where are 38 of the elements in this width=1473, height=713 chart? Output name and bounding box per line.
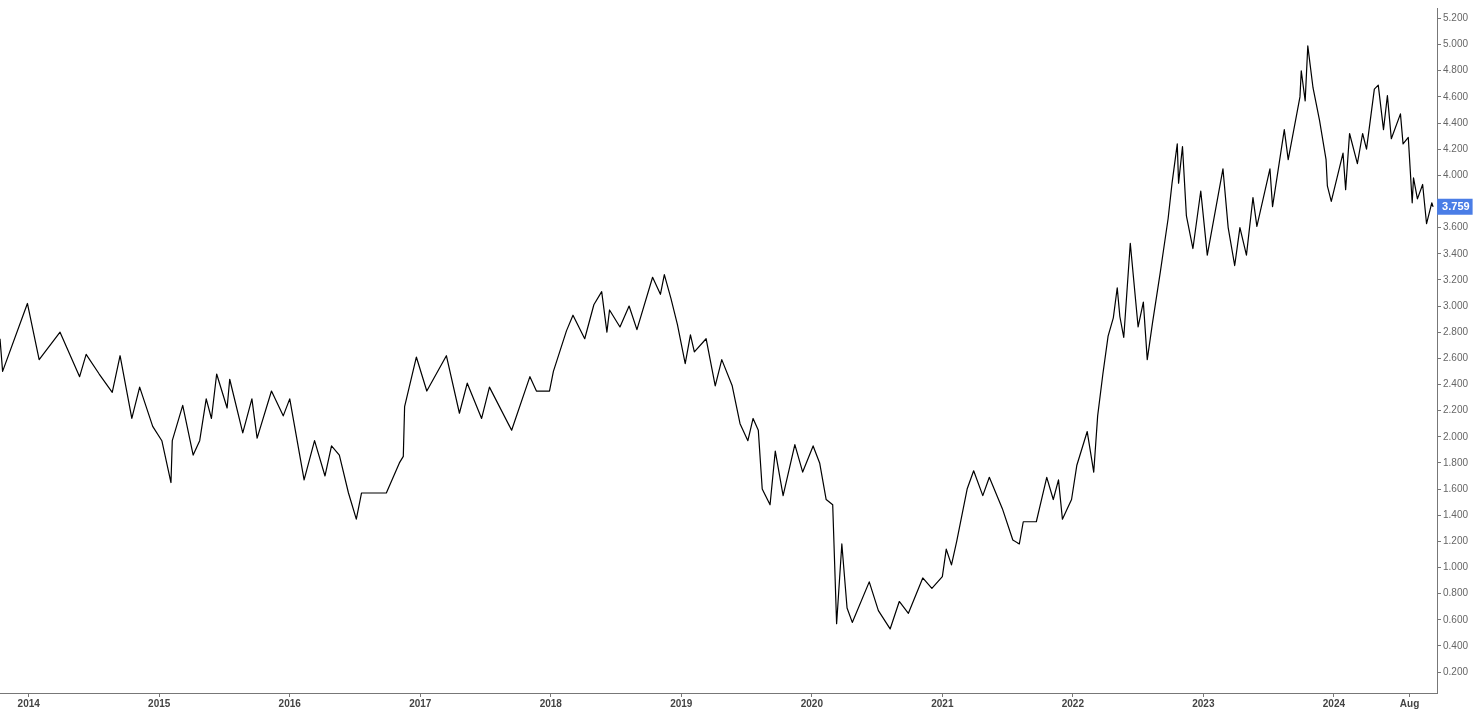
y-tick-label: 0.400 [1443, 639, 1469, 651]
x-tick-label: 2017 [409, 697, 432, 709]
y-tick-label: 2.600 [1443, 352, 1469, 364]
y-tick-label: 4.800 [1443, 64, 1469, 76]
annotation: 3.759 [1442, 199, 1470, 212]
y-tick-label: 3.000 [1443, 299, 1469, 311]
x-tick-label: 2019 [670, 697, 693, 709]
y-tick-label: 0.200 [1443, 665, 1469, 677]
x-tick-label: 2024 [1322, 697, 1346, 709]
y-tick-label: 4.000 [1443, 169, 1469, 181]
x-tick-label: 2016 [278, 697, 302, 709]
x-tick-label: 2015 [148, 697, 171, 709]
y-tick-label: 2.800 [1443, 325, 1469, 337]
y-tick-label: 1.000 [1443, 561, 1469, 573]
y-tick-label: 1.200 [1443, 535, 1469, 547]
x-tick-label: 2020 [800, 697, 824, 709]
x-tick-label: 2022 [1061, 697, 1085, 709]
y-tick-label: 5.000 [1443, 38, 1469, 50]
y-tick-label: 3.200 [1443, 273, 1469, 285]
y-tick-label: 4.600 [1443, 90, 1469, 102]
x-tick-label: 2014 [17, 697, 41, 709]
y-tick-label: 0.600 [1443, 613, 1469, 625]
y-tick-label: 1.800 [1443, 456, 1469, 468]
y-tick-label: 2.000 [1443, 430, 1469, 442]
x-tick-label: Aug [1399, 697, 1420, 709]
y-tick-label: 1.600 [1443, 482, 1469, 494]
x-tick-label: 2021 [931, 697, 954, 709]
y-tick-label: 1.400 [1443, 508, 1469, 520]
y-tick-label: 4.200 [1443, 142, 1469, 154]
y-tick-label: 3.600 [1443, 221, 1469, 233]
y-tick-label: 5.200 [1443, 12, 1469, 24]
y-tick-label: 4.400 [1443, 116, 1469, 128]
x-tick-label: 2023 [1192, 697, 1215, 709]
x-tick-label: 2018 [539, 697, 563, 709]
y-tick-label: 2.200 [1443, 404, 1469, 416]
y-tick-label: 0.800 [1443, 587, 1469, 599]
y-tick-label: 2.400 [1443, 378, 1469, 390]
y-tick-label: 3.400 [1443, 247, 1469, 259]
